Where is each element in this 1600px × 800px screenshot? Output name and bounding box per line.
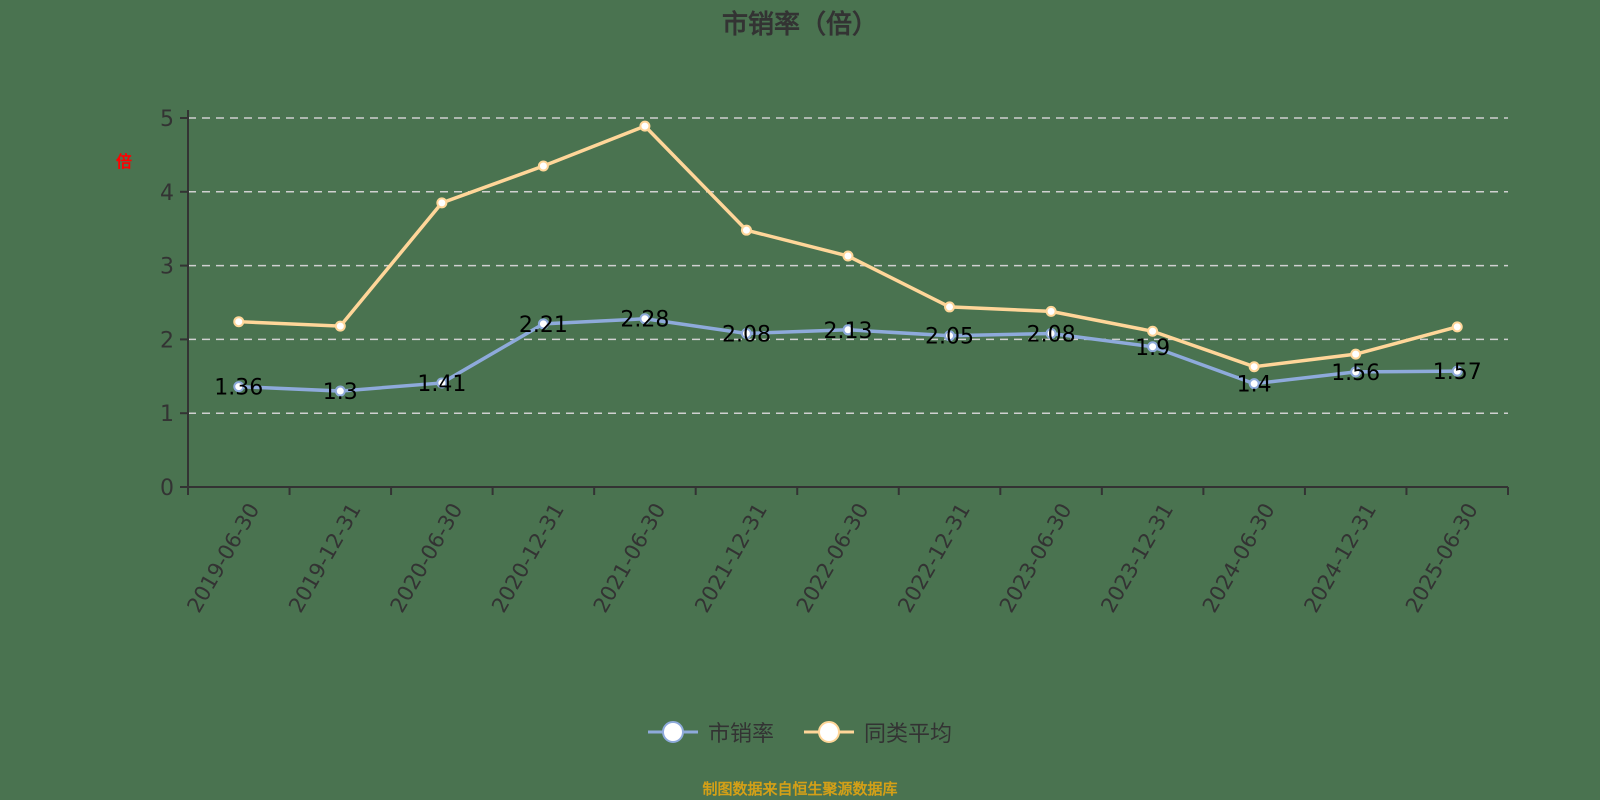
data-point[interactable]: [1147, 325, 1159, 337]
data-point[interactable]: [1045, 305, 1057, 317]
data-point[interactable]: [436, 377, 448, 389]
x-tick-label: 2020-12-31: [487, 499, 569, 617]
x-tick-label: 2019-06-30: [182, 499, 264, 617]
y-tick-label: 5: [160, 107, 174, 132]
x-tick-label: 2021-06-30: [589, 499, 671, 617]
data-label: 1.9: [1135, 336, 1170, 361]
x-tick-label: 2020-06-30: [386, 499, 468, 617]
data-label: 1.41: [417, 372, 466, 397]
data-label: 1.57: [1433, 360, 1482, 385]
legend: 市销率 同类平均: [0, 716, 1600, 748]
data-point[interactable]: [537, 318, 549, 330]
data-point[interactable]: [537, 160, 549, 172]
data-point[interactable]: [1045, 327, 1057, 339]
data-label: 2.08: [1027, 322, 1076, 347]
x-tick-label: 2022-12-31: [893, 499, 975, 617]
data-point[interactable]: [1451, 365, 1463, 377]
data-label: 2.08: [722, 322, 771, 347]
data-point[interactable]: [944, 301, 956, 313]
x-tick-label: 2025-06-30: [1401, 499, 1483, 617]
x-tick-label: 2024-06-30: [1198, 499, 1280, 617]
data-point[interactable]: [1248, 378, 1260, 390]
data-label: 2.21: [519, 313, 568, 338]
legend-marker-icon: [647, 721, 698, 743]
data-point[interactable]: [740, 327, 752, 339]
data-point[interactable]: [1248, 361, 1260, 373]
y-axis-unit-label: 倍: [116, 152, 133, 171]
y-tick-label: 0: [160, 476, 174, 501]
x-tick-label: 2022-06-30: [792, 499, 874, 617]
data-point[interactable]: [842, 250, 854, 262]
x-tick-label: 2024-12-31: [1299, 499, 1381, 617]
legend-marker-icon: [804, 721, 854, 743]
data-label: 1.36: [214, 376, 263, 401]
data-point[interactable]: [740, 224, 752, 236]
data-point[interactable]: [1350, 348, 1362, 360]
y-tick-label: 1: [160, 402, 174, 427]
data-label: 2.28: [620, 308, 669, 333]
data-point[interactable]: [1350, 366, 1362, 378]
data-point[interactable]: [1451, 321, 1463, 333]
data-label: 1.4: [1237, 373, 1272, 398]
data-label: 1.3: [323, 380, 358, 405]
data-point[interactable]: [436, 197, 448, 209]
y-tick-label: 3: [160, 255, 174, 280]
data-point[interactable]: [233, 381, 245, 393]
x-tick-label: 2019-12-31: [284, 499, 366, 617]
data-point[interactable]: [944, 330, 956, 342]
chart-title: 市销率（倍）: [721, 10, 878, 40]
legend-label: 同类平均: [864, 722, 953, 747]
legend-label: 市销率: [707, 722, 774, 747]
data-point[interactable]: [334, 385, 346, 397]
y-tick-label: 2: [160, 328, 174, 353]
data-point[interactable]: [842, 324, 854, 336]
data-label: 2.13: [824, 319, 873, 344]
data-point[interactable]: [334, 320, 346, 332]
legend-item-ps-ratio[interactable]: 市销率: [647, 716, 774, 748]
data-point[interactable]: [1147, 341, 1159, 353]
data-label: 2.05: [925, 325, 974, 350]
legend-item-peer-average[interactable]: 同类平均: [804, 716, 952, 748]
data-point[interactable]: [639, 120, 651, 132]
x-tick-label: 2023-06-30: [995, 499, 1077, 617]
data-point[interactable]: [639, 313, 651, 325]
data-label: 1.56: [1331, 361, 1380, 386]
data-point[interactable]: [233, 316, 245, 328]
line-chart: 0 1 2 3 4 5 2019-06-30 2019-12-31 2020-06-30 2020…: [160, 107, 1509, 617]
x-tick-label: 2023-12-31: [1096, 499, 1178, 617]
y-tick-label: 4: [160, 181, 174, 206]
data-source-note: 制图数据来自恒生聚源数据库: [702, 780, 898, 798]
x-tick-label: 2021-12-31: [690, 499, 772, 617]
